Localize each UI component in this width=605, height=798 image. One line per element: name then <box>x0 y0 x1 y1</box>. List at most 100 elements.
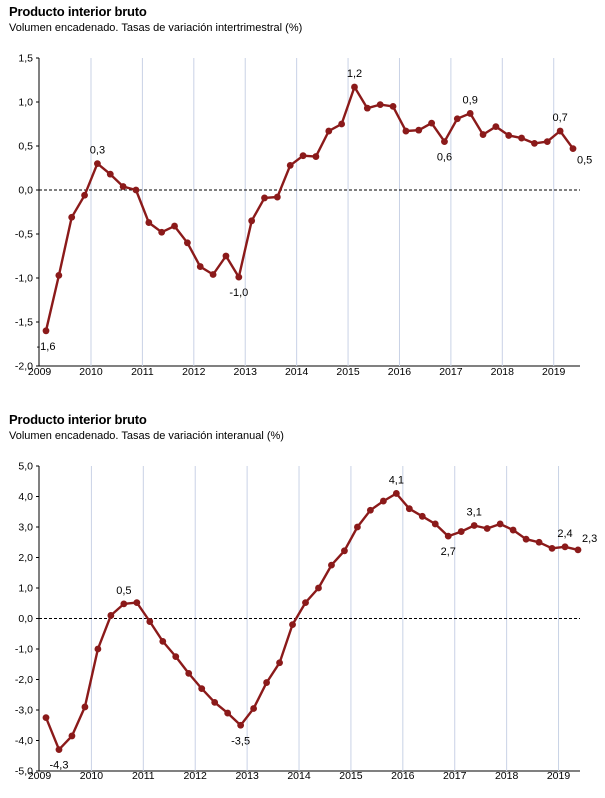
data-point <box>81 191 88 199</box>
y-tick-label: -5,0 <box>15 766 33 778</box>
data-point <box>325 127 333 135</box>
data-point <box>402 127 410 135</box>
x-tick-label: 2014 <box>287 770 311 782</box>
data-point <box>509 526 517 534</box>
data-point <box>55 746 63 754</box>
data-point <box>159 637 167 645</box>
data-point <box>492 123 500 131</box>
y-tick-label: 4,0 <box>18 491 33 503</box>
data-point <box>198 685 206 693</box>
data-point <box>224 709 232 717</box>
data-point <box>158 228 166 236</box>
data-point <box>119 183 127 190</box>
data-point <box>185 670 193 677</box>
data-label: -1,6 <box>37 341 56 353</box>
data-point <box>379 497 387 505</box>
data-point <box>120 600 128 608</box>
data-point <box>341 547 348 555</box>
y-tick-label: -1,0 <box>15 273 33 285</box>
x-tick-label: 2013 <box>235 770 259 782</box>
x-tick-label: 2014 <box>285 366 309 378</box>
chart-title: Producto interior bruto <box>9 4 147 19</box>
data-point <box>428 119 436 127</box>
x-tick-label: 2013 <box>234 366 258 378</box>
x-tick-label: 2018 <box>491 366 515 378</box>
data-point <box>522 535 530 543</box>
data-point <box>531 139 538 147</box>
data-point <box>237 721 245 729</box>
data-point <box>55 271 63 279</box>
data-point <box>94 160 101 168</box>
x-tick-label: 2017 <box>439 366 463 378</box>
data-point <box>273 193 281 201</box>
data-label: 0,9 <box>463 94 478 106</box>
data-point <box>328 561 335 569</box>
data-point <box>457 528 465 535</box>
data-point <box>106 170 114 178</box>
data-point <box>263 679 270 686</box>
data-point <box>405 505 413 513</box>
x-tick-label: 2016 <box>388 366 412 378</box>
chart-panel-annual: Producto interior bruto Volumen encadena… <box>0 410 605 798</box>
y-tick-label: -2,0 <box>15 361 33 373</box>
data-point <box>470 522 478 529</box>
data-label: 0,3 <box>90 145 105 157</box>
data-point <box>196 263 204 270</box>
data-point <box>146 618 154 625</box>
data-point <box>354 523 361 531</box>
data-label: 4,1 <box>389 474 404 486</box>
data-label: 0,7 <box>552 112 567 124</box>
data-point <box>392 490 400 497</box>
x-tick-label: 2016 <box>391 770 415 782</box>
data-point <box>94 645 102 653</box>
data-point <box>209 271 217 278</box>
x-tick-label: 2011 <box>131 366 154 378</box>
data-label: -3,5 <box>231 735 250 747</box>
x-tick-label: 2010 <box>79 366 103 378</box>
y-tick-label: 1,0 <box>18 97 33 109</box>
chart-title: Producto interior bruto <box>9 412 147 427</box>
data-point <box>518 134 525 142</box>
x-tick-label: 2015 <box>339 770 363 782</box>
data-point <box>483 525 491 532</box>
x-tick-label: 2010 <box>80 770 104 782</box>
data-point <box>543 138 551 146</box>
series-line <box>44 85 574 332</box>
data-point <box>441 138 448 146</box>
data-point <box>351 83 358 91</box>
data-point <box>42 327 50 335</box>
data-point <box>276 659 283 667</box>
data-point <box>569 145 577 153</box>
data-point <box>561 543 569 551</box>
x-tick-label: 2019 <box>542 366 566 378</box>
x-tick-label: 2009 <box>28 366 52 378</box>
y-tick-label: 2,0 <box>18 552 33 564</box>
data-point <box>222 252 230 260</box>
y-tick-label: -3,0 <box>15 705 33 717</box>
x-tick-label: 2015 <box>336 366 360 378</box>
data-point <box>376 101 384 109</box>
data-point <box>415 126 423 134</box>
data-point <box>132 186 140 194</box>
data-point <box>183 239 191 247</box>
data-label: 0,6 <box>437 152 452 164</box>
data-point <box>286 161 294 169</box>
data-point <box>453 115 461 123</box>
y-tick-label: 0,0 <box>18 185 33 197</box>
data-point <box>315 584 322 592</box>
data-point <box>431 520 439 528</box>
data-point <box>444 532 452 540</box>
chart-quarterly-svg: 2009 2010 2011 2012 2013 2014 2015 2016 2017 2018… <box>15 53 592 379</box>
data-label: 2,3 <box>582 533 597 545</box>
data-point <box>338 120 346 128</box>
chart-panel-quarterly: Producto interior bruto Volumen encadena… <box>9 4 592 379</box>
data-point <box>250 705 258 712</box>
data-point <box>145 219 153 226</box>
y-tick-label: 5,0 <box>18 461 33 473</box>
data-label: 1,2 <box>347 68 362 80</box>
data-point <box>535 538 543 546</box>
x-tick-label: 2011 <box>132 770 155 782</box>
x-tick-label: 2018 <box>495 770 519 782</box>
x-tick-label: 2017 <box>443 770 467 782</box>
x-tick-label: 2012 <box>184 770 208 782</box>
